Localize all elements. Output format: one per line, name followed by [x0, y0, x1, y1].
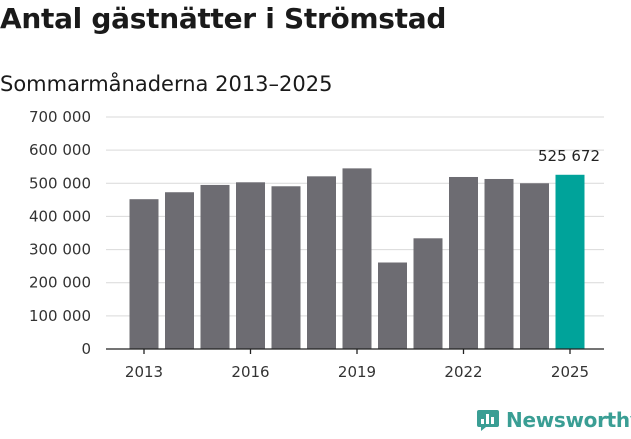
bar — [129, 199, 159, 349]
x-tick-label: 2019 — [338, 363, 376, 381]
bar — [413, 238, 443, 349]
chart-title: Antal gästnätter i Strömstad — [0, 2, 447, 35]
y-tick-label: 600 000 — [29, 141, 91, 159]
bar-chart: 0 100 000 200 000 300 000 400 000 500 000 600 … — [29, 108, 604, 381]
x-tick-label: 2025 — [551, 363, 589, 381]
data-label: 525 672 — [538, 147, 600, 165]
bar — [271, 186, 301, 349]
bar — [200, 184, 230, 349]
bar — [236, 182, 265, 349]
x-axis — [106, 348, 604, 354]
data-labels: 525 672 — [538, 147, 600, 165]
bar — [307, 176, 336, 349]
chart-subtitle: Sommarmånaderna 2013–2025 — [0, 72, 333, 96]
x-tick-label: 2022 — [444, 363, 482, 381]
newsworthy-logo: Newsworthy — [476, 408, 631, 432]
bar — [449, 176, 478, 349]
y-tick-label: 0 — [81, 340, 91, 358]
newsworthy-bar-chart-icon — [477, 410, 499, 431]
x-axis-tick-labels: 2013 2016 2019 2022 2025 — [125, 363, 589, 381]
bar — [378, 262, 407, 349]
x-tick-label: 2016 — [231, 363, 269, 381]
y-tick-label: 700 000 — [29, 108, 91, 126]
bar — [520, 183, 549, 349]
bar — [342, 168, 372, 349]
y-tick-label: 100 000 — [29, 307, 91, 325]
brand-name: Newsworthy — [506, 408, 631, 432]
y-tick-label: 400 000 — [29, 207, 91, 225]
bar — [555, 174, 585, 349]
y-tick-label: 300 000 — [29, 241, 91, 259]
bar — [484, 178, 514, 349]
y-tick-label: 500 000 — [29, 174, 91, 192]
bars — [129, 168, 585, 349]
x-tick-label: 2013 — [125, 363, 163, 381]
y-tick-label: 200 000 — [29, 274, 91, 292]
bar — [165, 192, 194, 349]
y-axis-tick-labels: 0 100 000 200 000 300 000 400 000 500 000 600 … — [29, 108, 91, 358]
